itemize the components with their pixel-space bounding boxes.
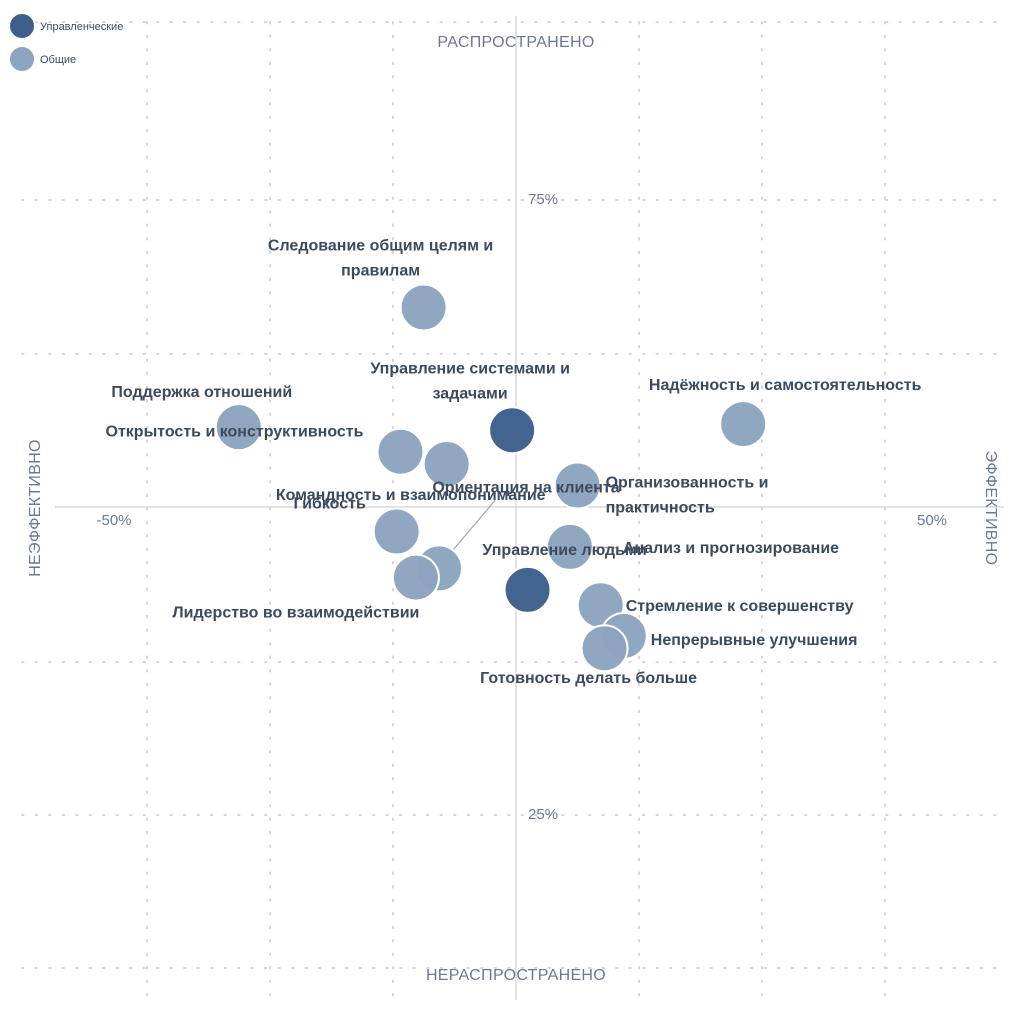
data-label-командность-и-взаимопонимание: Командность и взаимопонимание	[276, 487, 546, 504]
y-tick-label-top: 75%	[528, 191, 558, 208]
leader-line-client-orientation	[450, 500, 496, 553]
legend-swatch-general	[8, 45, 36, 73]
data-label-готовность-делать-больше: Готовность делать больше	[480, 670, 697, 687]
data-point-управление-системами-и-задачами[interactable]	[488, 406, 537, 455]
legend-item-general[interactable]: Общие	[8, 45, 76, 73]
leader-line-analysis	[592, 546, 618, 549]
x-axis-right-label: ЭФФЕКТИВНО	[982, 451, 999, 566]
legend-item-management[interactable]: Управленческие	[8, 12, 123, 40]
data-label-управление-системами-и-задачами: Управление системами и задачами	[370, 360, 570, 402]
data-label-организованность-и-практичность: Организованность и практичность	[606, 475, 769, 517]
data-labels: Управление системами и задачами Управление…	[106, 237, 922, 687]
data-label-анализ-и-прогнозирование: Анализ и прогнозирование	[623, 540, 839, 557]
axes: РАСПРОСТРАНЕНО НЕРАСПРОСТРАНЕНО НЕЭФФЕКТ…	[27, 16, 1004, 1000]
y-tick-label-bottom: 25%	[528, 806, 558, 823]
x-axis-left-label: НЕЭФФЕКТИВНО	[27, 439, 44, 577]
data-point-поддержка-отношений[interactable]	[214, 403, 263, 452]
data-label-непрерывные-улучшения: Непрерывные улучшения	[651, 632, 858, 649]
y-axis-bottom-label: НЕРАСПРОСТРАНЕНО	[426, 967, 606, 984]
data-label-поддержка-отношений: Поддержка отношений	[111, 384, 292, 401]
data-point-анализ-и-прогнозирование[interactable]	[545, 522, 594, 571]
x-tick-label-max: 50%	[917, 512, 947, 529]
legend-label-management: Управленческие	[40, 21, 123, 33]
data-points	[214, 283, 768, 673]
leader-lines	[450, 500, 618, 553]
data-point-лидерство-во-взаимодействии[interactable]	[391, 553, 440, 602]
legend-swatch-management	[8, 12, 36, 40]
data-point-готовность-делать-больше[interactable]	[580, 624, 629, 673]
y-axis-top-label: РАСПРОСТРАНЕНО	[437, 34, 594, 51]
gridlines	[21, 21, 1003, 1001]
legend-label-general: Общие	[40, 54, 76, 66]
data-label-следование-общим-целям-и-правилам: Следование общим целям и правилам	[268, 237, 493, 279]
data-label-надёжность-и-самостоятельность: Надёжность и самостоятельность	[649, 377, 922, 394]
x-tick-label-min: -50%	[96, 512, 131, 529]
data-label-лидерство-во-взаимодействии: Лидерство во взаимодействии	[172, 605, 419, 622]
data-point-открытость-и-конструктивность[interactable]	[376, 427, 425, 476]
legend: Управленческие Общие	[8, 12, 123, 73]
data-point-гибкость[interactable]	[372, 507, 421, 556]
data-label-гибкость: Гибкость	[293, 496, 365, 513]
data-point-организованность-и-практичность[interactable]	[553, 461, 602, 510]
data-point-надёжность-и-самостоятельность[interactable]	[719, 400, 768, 449]
data-point-следование-общим-целям-и-правилам[interactable]	[399, 283, 448, 332]
data-label-стремление-к-совершенству: Стремление к совершенству	[626, 598, 854, 615]
data-label-открытость-и-конструктивность: Открытость и конструктивность	[106, 424, 364, 441]
data-label-ориентация-на-клиента: Ориентация на клиента	[432, 479, 619, 496]
data-point-командность-и-взаимопонимание[interactable]	[422, 440, 471, 489]
data-point-управление-людьми[interactable]	[503, 565, 552, 614]
data-label-управление-людьми: Управление людьми	[482, 542, 646, 559]
